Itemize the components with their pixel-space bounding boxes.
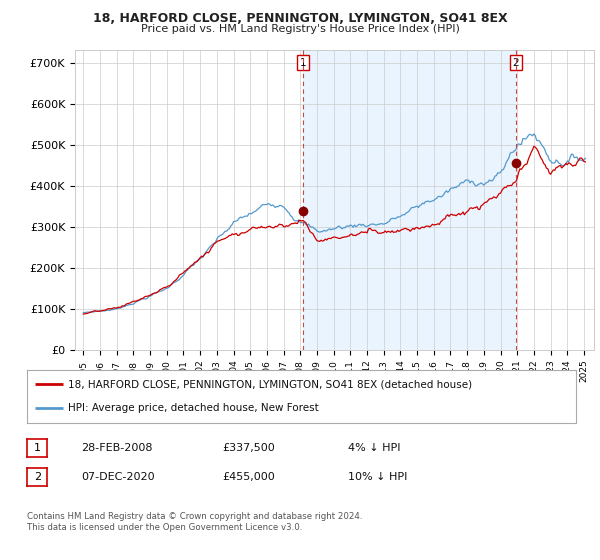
Text: Contains HM Land Registry data © Crown copyright and database right 2024.
This d: Contains HM Land Registry data © Crown c… <box>27 512 362 532</box>
Bar <box>303 50 516 350</box>
Text: £337,500: £337,500 <box>222 443 275 453</box>
Text: 28-FEB-2008: 28-FEB-2008 <box>81 443 152 453</box>
Text: Price paid vs. HM Land Registry's House Price Index (HPI): Price paid vs. HM Land Registry's House … <box>140 24 460 34</box>
Text: HPI: Average price, detached house, New Forest: HPI: Average price, detached house, New … <box>68 403 319 413</box>
Text: 4% ↓ HPI: 4% ↓ HPI <box>348 443 401 453</box>
Text: 10% ↓ HPI: 10% ↓ HPI <box>348 472 407 482</box>
Text: 1: 1 <box>300 58 307 68</box>
Text: 18, HARFORD CLOSE, PENNINGTON, LYMINGTON, SO41 8EX: 18, HARFORD CLOSE, PENNINGTON, LYMINGTON… <box>92 12 508 25</box>
Text: 2: 2 <box>512 58 519 68</box>
Text: 07-DEC-2020: 07-DEC-2020 <box>81 472 155 482</box>
Text: 2: 2 <box>34 472 41 482</box>
Text: 1: 1 <box>34 443 41 453</box>
Text: 18, HARFORD CLOSE, PENNINGTON, LYMINGTON, SO41 8EX (detached house): 18, HARFORD CLOSE, PENNINGTON, LYMINGTON… <box>68 380 472 390</box>
Text: £455,000: £455,000 <box>222 472 275 482</box>
